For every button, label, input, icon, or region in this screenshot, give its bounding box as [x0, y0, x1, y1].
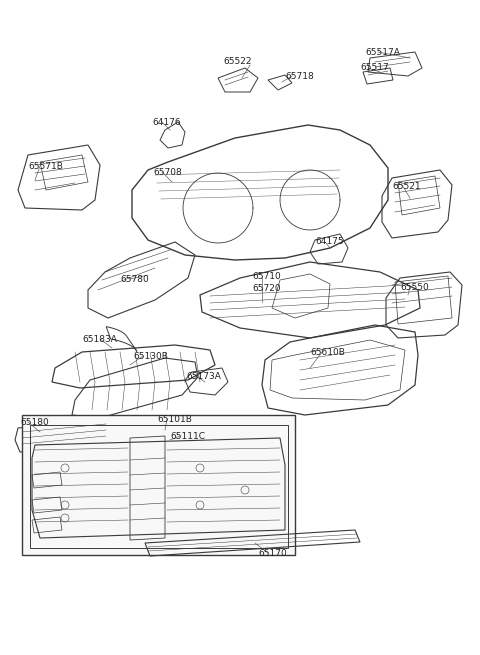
Text: 65780: 65780 [120, 275, 149, 284]
Text: 65173A: 65173A [186, 372, 221, 381]
Text: 65708: 65708 [153, 168, 182, 177]
Text: 65183A: 65183A [82, 335, 117, 344]
Text: 65550: 65550 [400, 283, 429, 292]
Text: 64175: 64175 [315, 237, 344, 246]
Text: 65170: 65170 [258, 549, 287, 558]
Text: 65101B: 65101B [157, 415, 192, 424]
Text: 65111C: 65111C [170, 432, 205, 441]
Text: 65710: 65710 [252, 272, 281, 281]
Text: 65610B: 65610B [310, 348, 345, 357]
Text: 64176: 64176 [152, 118, 180, 127]
Polygon shape [22, 415, 295, 555]
Text: 65517A: 65517A [365, 48, 400, 57]
Text: 65521: 65521 [392, 182, 420, 191]
Text: 65130B: 65130B [133, 352, 168, 361]
Text: 65720: 65720 [252, 284, 281, 293]
Text: 65571B: 65571B [28, 162, 63, 171]
Text: 65180: 65180 [20, 418, 49, 427]
Text: 65522: 65522 [224, 57, 252, 66]
Text: 65718: 65718 [285, 72, 314, 81]
Text: 65517: 65517 [360, 63, 389, 72]
